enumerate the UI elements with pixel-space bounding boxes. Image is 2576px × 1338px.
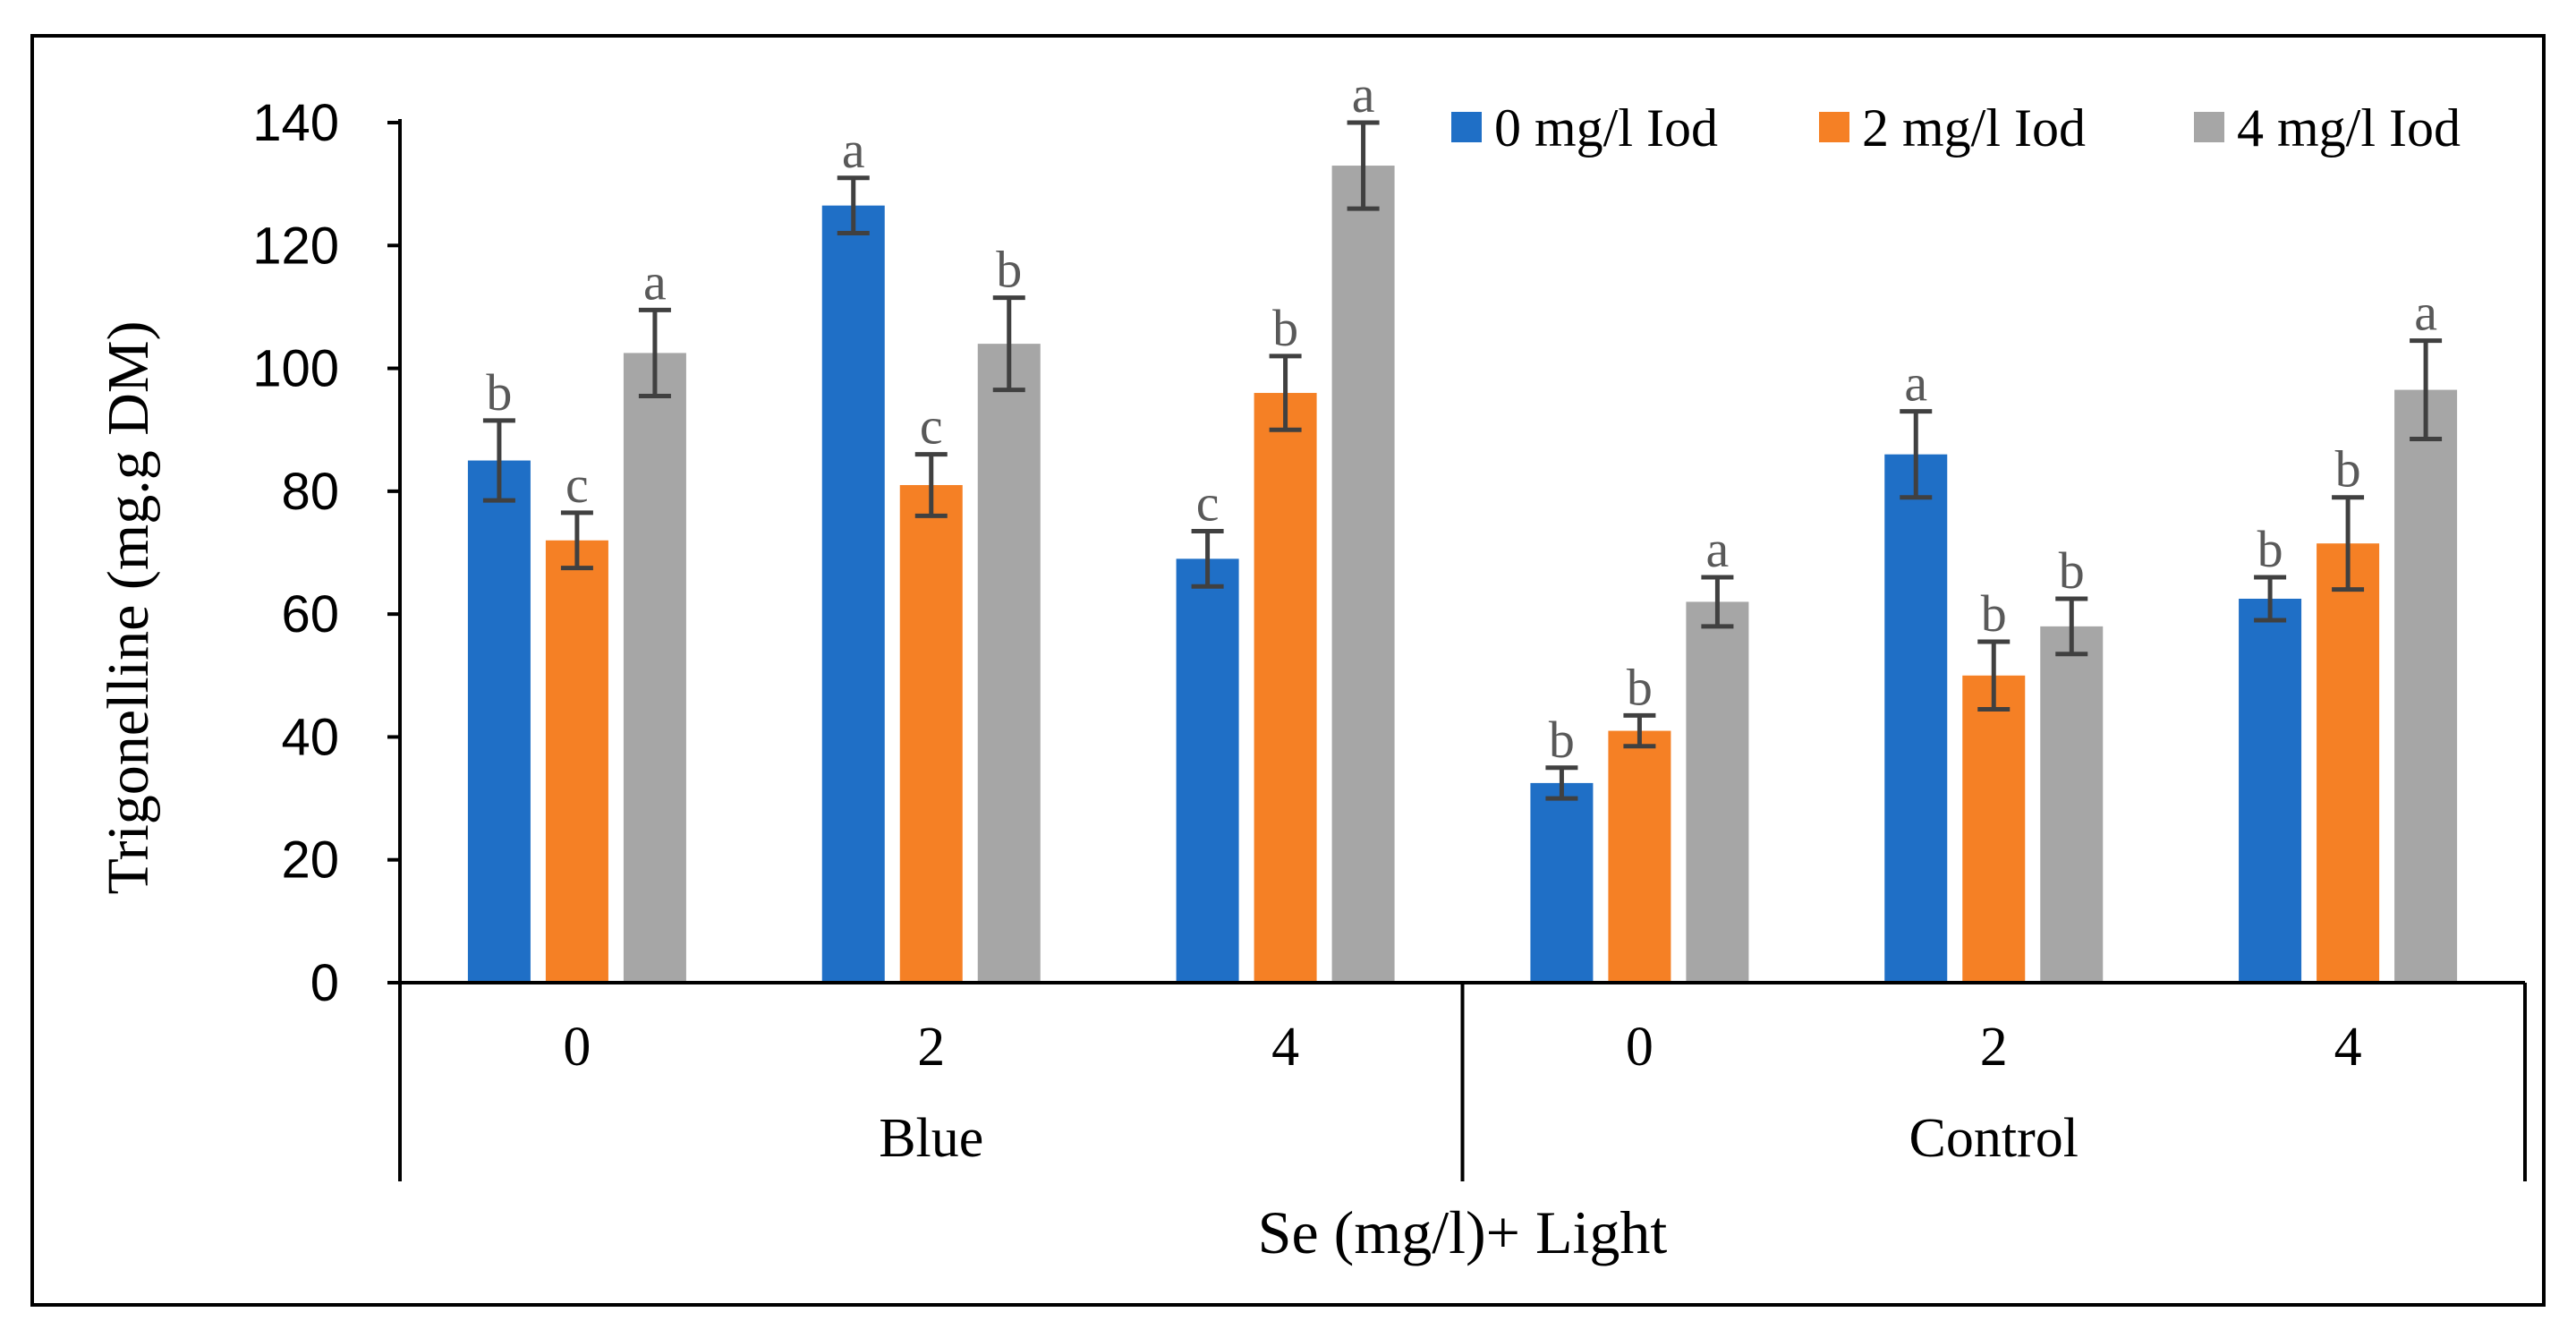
- x-group-label-1: Control: [1909, 1108, 2079, 1169]
- y-axis-title: Trigonelline (mg.g DM): [96, 320, 161, 894]
- significance-letter-1-2: b: [1272, 299, 1298, 357]
- bar-0-mg-l-iod-0: [467, 460, 531, 983]
- x-tick-label-0-2: 4: [1271, 1017, 1299, 1078]
- significance-letter-2-0: a: [643, 252, 667, 311]
- bar-4-mg-l-iod-0: [623, 353, 686, 983]
- y-tick-label-140: 140: [252, 94, 339, 152]
- legend-swatch-2: [2194, 112, 2224, 142]
- significance-letter-1-3: b: [1627, 658, 1653, 716]
- bar-2-mg-l-iod-3: [1608, 730, 1671, 983]
- significance-letter-2-5: a: [2414, 284, 2437, 342]
- y-tick-label-20: 20: [281, 831, 339, 890]
- significance-letter-2-3: a: [1706, 520, 1730, 578]
- x-tick-label-1-1: 2: [1980, 1017, 2008, 1078]
- bar-2-mg-l-iod-4: [1962, 675, 2026, 983]
- bar-2-mg-l-iod-5: [2317, 543, 2380, 983]
- x-tick-label-1-0: 0: [1626, 1017, 1654, 1078]
- bar-2-mg-l-iod-1: [899, 484, 963, 983]
- legend-label-0: 0 mg/l Iod: [1494, 98, 1718, 158]
- legend-swatch-1: [1819, 112, 1849, 142]
- y-tick-label-40: 40: [281, 708, 339, 766]
- bar-4-mg-l-iod-1: [977, 344, 1041, 984]
- bar-4-mg-l-iod-3: [1686, 601, 1749, 983]
- significance-letter-0-1: a: [842, 121, 865, 179]
- x-tick-label-0-1: 2: [917, 1017, 945, 1078]
- bar-2-mg-l-iod-0: [545, 540, 608, 983]
- bar-0-mg-l-iod-2: [1176, 558, 1239, 983]
- bar-4-mg-l-iod-2: [1331, 166, 1395, 984]
- y-tick-label-60: 60: [281, 585, 339, 643]
- x-group-label-0: Blue: [879, 1108, 983, 1169]
- significance-letter-1-5: b: [2335, 440, 2361, 499]
- significance-letter-0-4: a: [1904, 354, 1927, 413]
- significance-letter-0-3: b: [1549, 711, 1575, 769]
- legend-label-1: 2 mg/l Iod: [1862, 98, 2086, 158]
- bar-0-mg-l-iod-1: [821, 205, 885, 984]
- significance-letter-1-0: c: [565, 456, 589, 514]
- chart-frame: [30, 34, 2546, 1307]
- bar-4-mg-l-iod-5: [2394, 389, 2458, 983]
- bar-2-mg-l-iod-2: [1254, 393, 1317, 983]
- significance-letter-2-2: a: [1352, 65, 1375, 124]
- legend-swatch-0: [1451, 112, 1482, 142]
- significance-letter-2-1: b: [996, 241, 1022, 299]
- x-axis-title: Se (mg/l)+ Light: [1258, 1198, 1668, 1266]
- y-tick-label-80: 80: [281, 463, 339, 521]
- significance-letter-2-4: b: [2059, 541, 2085, 600]
- significance-letter-1-4: b: [1981, 584, 2007, 643]
- legend-label-2: 4 mg/l Iod: [2237, 98, 2461, 158]
- y-tick-label-100: 100: [252, 340, 339, 398]
- significance-letter-0-2: c: [1196, 473, 1220, 532]
- bar-0-mg-l-iod-4: [1884, 454, 1948, 984]
- y-tick-label-120: 120: [252, 217, 339, 275]
- y-tick-label-0: 0: [310, 954, 339, 1012]
- significance-letter-0-5: b: [2257, 520, 2283, 578]
- x-tick-label-1-2: 4: [2334, 1017, 2362, 1078]
- significance-letter-1-1: c: [920, 397, 943, 456]
- bar-0-mg-l-iod-3: [1530, 782, 1594, 983]
- x-tick-label-0-0: 0: [563, 1017, 591, 1078]
- bar-0-mg-l-iod-5: [2239, 598, 2302, 983]
- bar-4-mg-l-iod-4: [2040, 626, 2104, 983]
- significance-letter-0-0: b: [486, 363, 512, 422]
